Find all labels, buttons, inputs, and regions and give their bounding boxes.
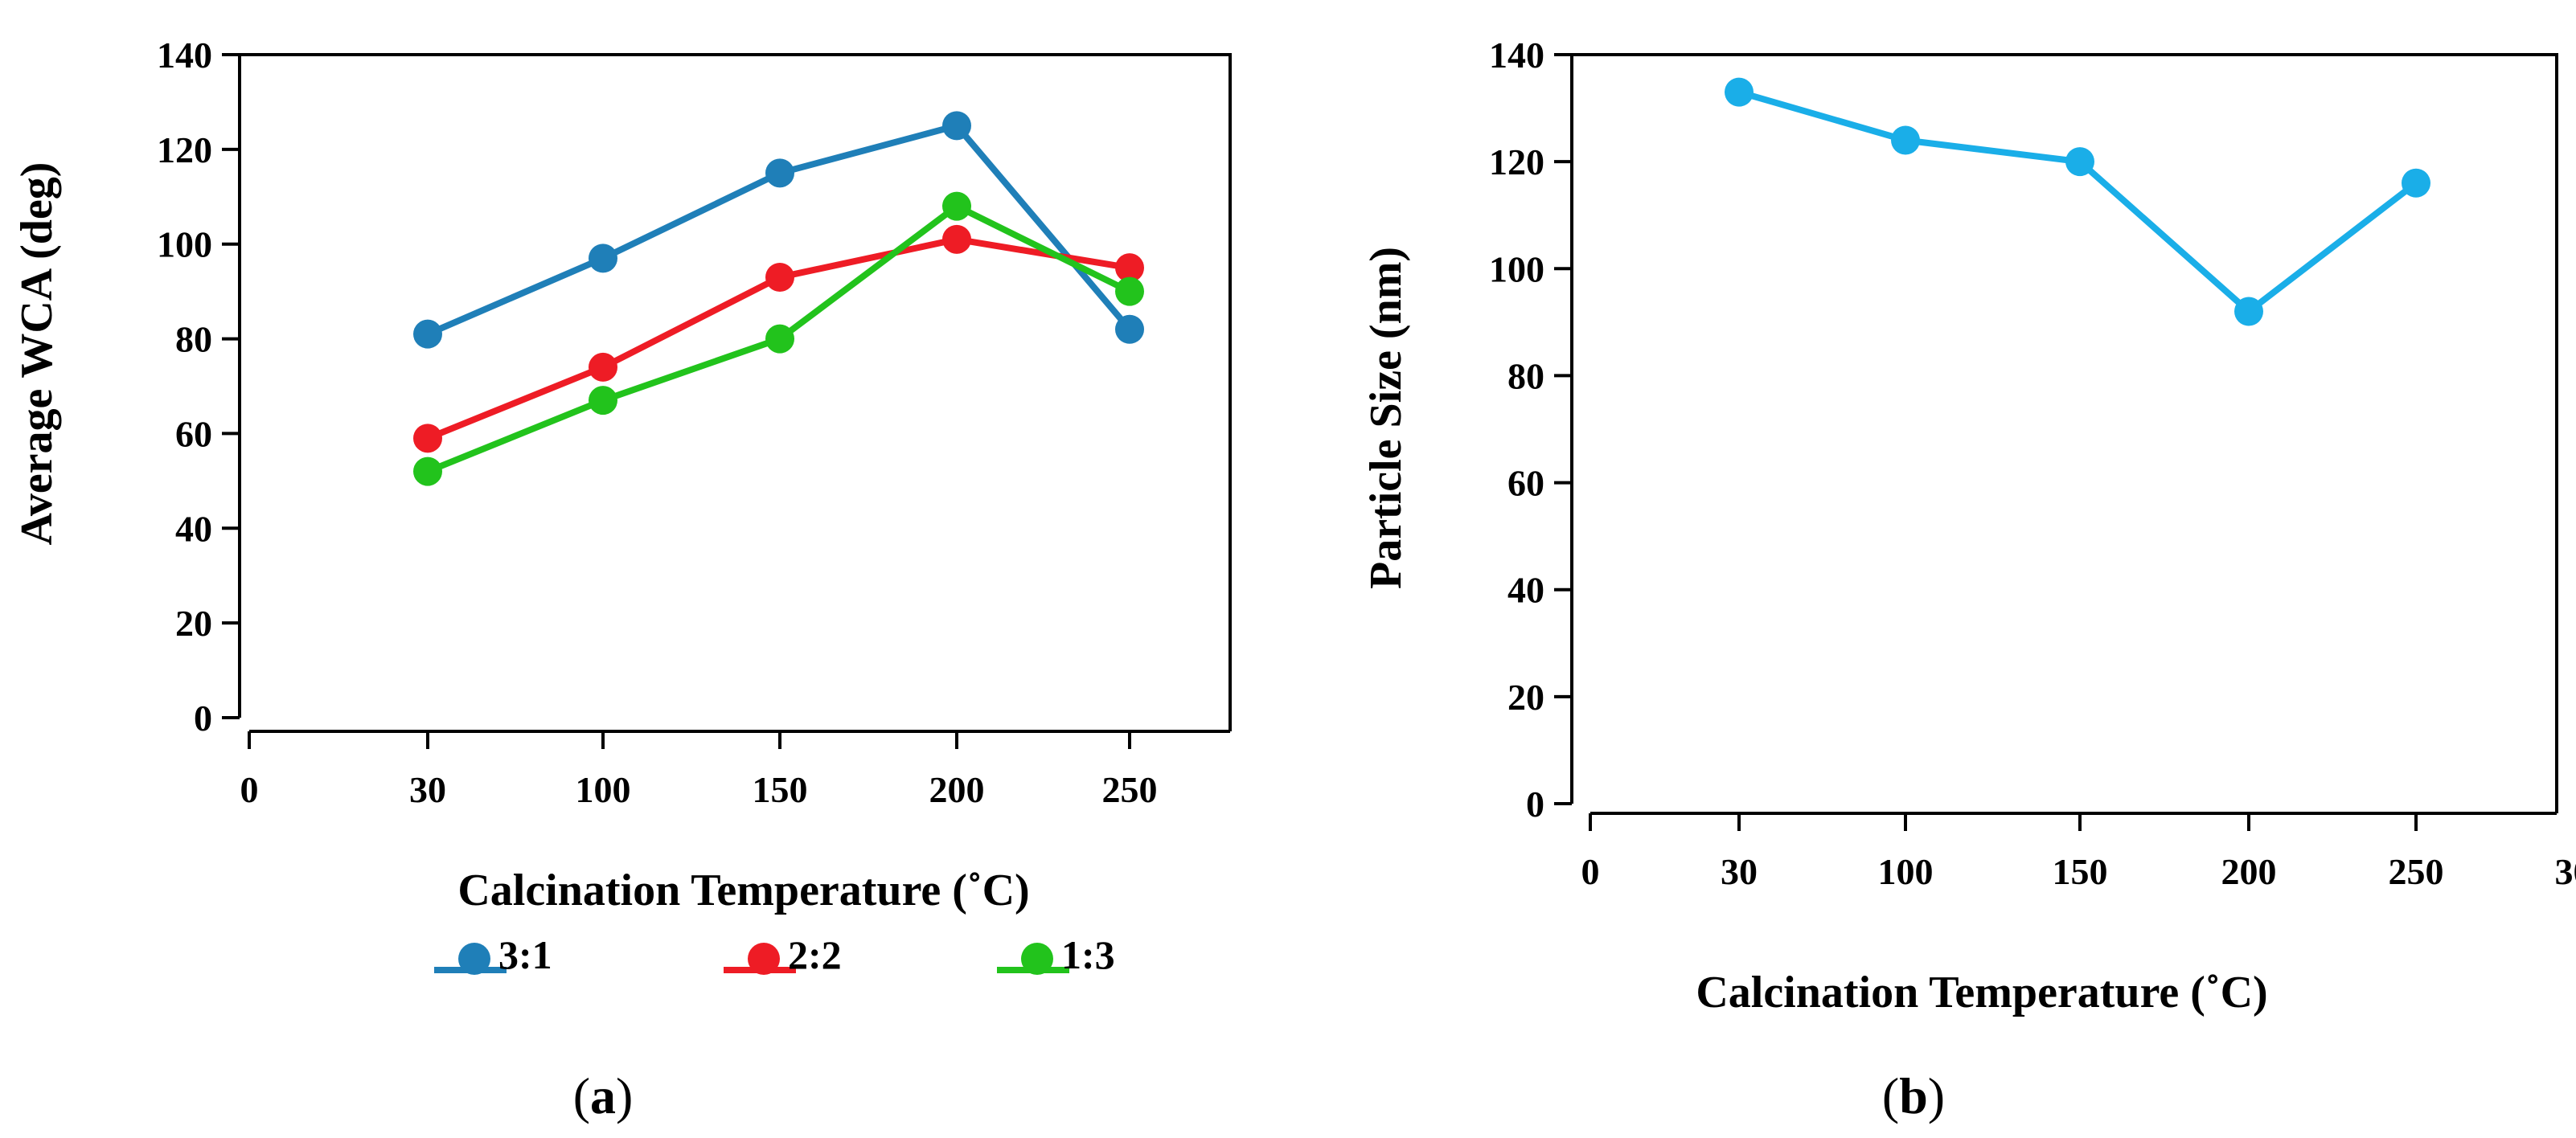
panel-a-x-tick-label: 0 [240, 769, 259, 810]
panel-b-series-line-1 [1737, 88, 2418, 315]
panel-a-data-point [1115, 314, 1144, 344]
panel-a-y-tick-label: 120 [157, 129, 212, 170]
panel-a-data-point [413, 424, 442, 453]
panel-a-data-point [589, 386, 617, 415]
panel-a-y-axis-title: Average WCA (deg) [12, 162, 62, 546]
panel-a-x-tick-label: 100 [576, 769, 631, 810]
panel-a-data-point [589, 244, 617, 273]
legend-label-2-2: 2:2 [788, 932, 842, 977]
panel-a-x-tick-label: 150 [753, 769, 808, 810]
panel-a-y-tick-label: 40 [175, 508, 212, 549]
panel-b-data-point [1891, 125, 1920, 155]
panel-b-y-tick-label: 60 [1507, 463, 1544, 504]
panel-a-data-point [942, 111, 971, 141]
panel-a-data-point [765, 324, 794, 354]
panel-a-x-tick-label: 250 [1102, 769, 1158, 810]
panel-a-data-point [1115, 276, 1144, 306]
panel-b-x-tick-label: 0 [1581, 851, 1600, 892]
panel-b-x-tick-label: 150 [2053, 851, 2108, 892]
panel-a-data-point [942, 191, 971, 221]
panel-b-y-tick-label: 140 [1489, 35, 1544, 76]
panel-b-data-point [2402, 168, 2430, 198]
panel-a-data-point [765, 262, 794, 292]
panel-b-data-point [2234, 297, 2263, 326]
panel-a-data-point [1115, 253, 1144, 283]
panel-a-y-tick-label: 0 [194, 698, 212, 739]
panel-a-y-tick-label: 140 [157, 35, 212, 76]
legend-marker-1-3 [1021, 943, 1053, 975]
panel-b-y-tick-label: 20 [1507, 677, 1544, 718]
legend-label-1-3: 1:3 [1061, 932, 1115, 977]
panel-a-chart: Calcination Temperature (˚C) Average WCA… [12, 35, 1232, 977]
panel-b-y-tick-label: 120 [1489, 141, 1544, 182]
panel-b-data-point [1725, 77, 1754, 107]
panel-a-series-line-1 [426, 122, 1133, 338]
panel-b-x-tick-label: 100 [1878, 851, 1934, 892]
panel-b-x-tick-label: 30 [1721, 851, 1758, 892]
panel-a-data-point [942, 224, 971, 254]
panel-a-y-tick-label: 80 [175, 319, 212, 360]
panel-b-y-tick-label: 0 [1526, 784, 1544, 825]
legend-marker-2-2 [748, 943, 780, 975]
panel-b-x-tick-label: 250 [2389, 851, 2444, 892]
panel-b-y-axis-title: Particle Size (nm) [1361, 247, 1411, 589]
panel-b-data-point [2065, 147, 2094, 177]
panel-a-y-tick-label: 20 [175, 603, 212, 644]
panel-b-x-tick-label: 200 [2221, 851, 2277, 892]
panel-b-y-tick-label: 100 [1489, 248, 1544, 289]
panel-a-data-point [765, 158, 794, 188]
legend-marker-3-1 [458, 943, 490, 975]
panel-a-x-tick-label: 30 [409, 769, 446, 810]
panel-a-label: (a) [573, 1067, 634, 1124]
panel-b-label: (b) [1882, 1067, 1945, 1124]
panel-b-y-tick-label: 80 [1507, 355, 1544, 396]
panel-a-data-point [589, 352, 617, 382]
panel-a-plot-frame [238, 53, 1232, 731]
panel-a-y-tick-label: 60 [175, 413, 212, 454]
panel-b-x-tick-label: 300 [2555, 851, 2576, 892]
legend-label-3-1: 3:1 [498, 932, 552, 977]
panel-a-x-tick-label: 200 [929, 769, 985, 810]
panel-b-plot-frame [1570, 53, 2558, 813]
panel-a-data-point [413, 319, 442, 349]
panel-a-legend: 3:1 2:2 1:3 [434, 932, 1115, 977]
panel-b-chart: Calcination Temperature (˚C) Particle Si… [1361, 35, 2576, 1017]
panel-a-y-tick-label: 100 [157, 224, 212, 265]
panel-b-y-tick-label: 40 [1507, 570, 1544, 611]
panel-b-x-axis-title: Calcination Temperature (˚C) [1696, 968, 2267, 1017]
panel-a-data-point [413, 456, 442, 486]
panel-a-x-axis-title: Calcination Temperature (˚C) [457, 866, 1029, 915]
